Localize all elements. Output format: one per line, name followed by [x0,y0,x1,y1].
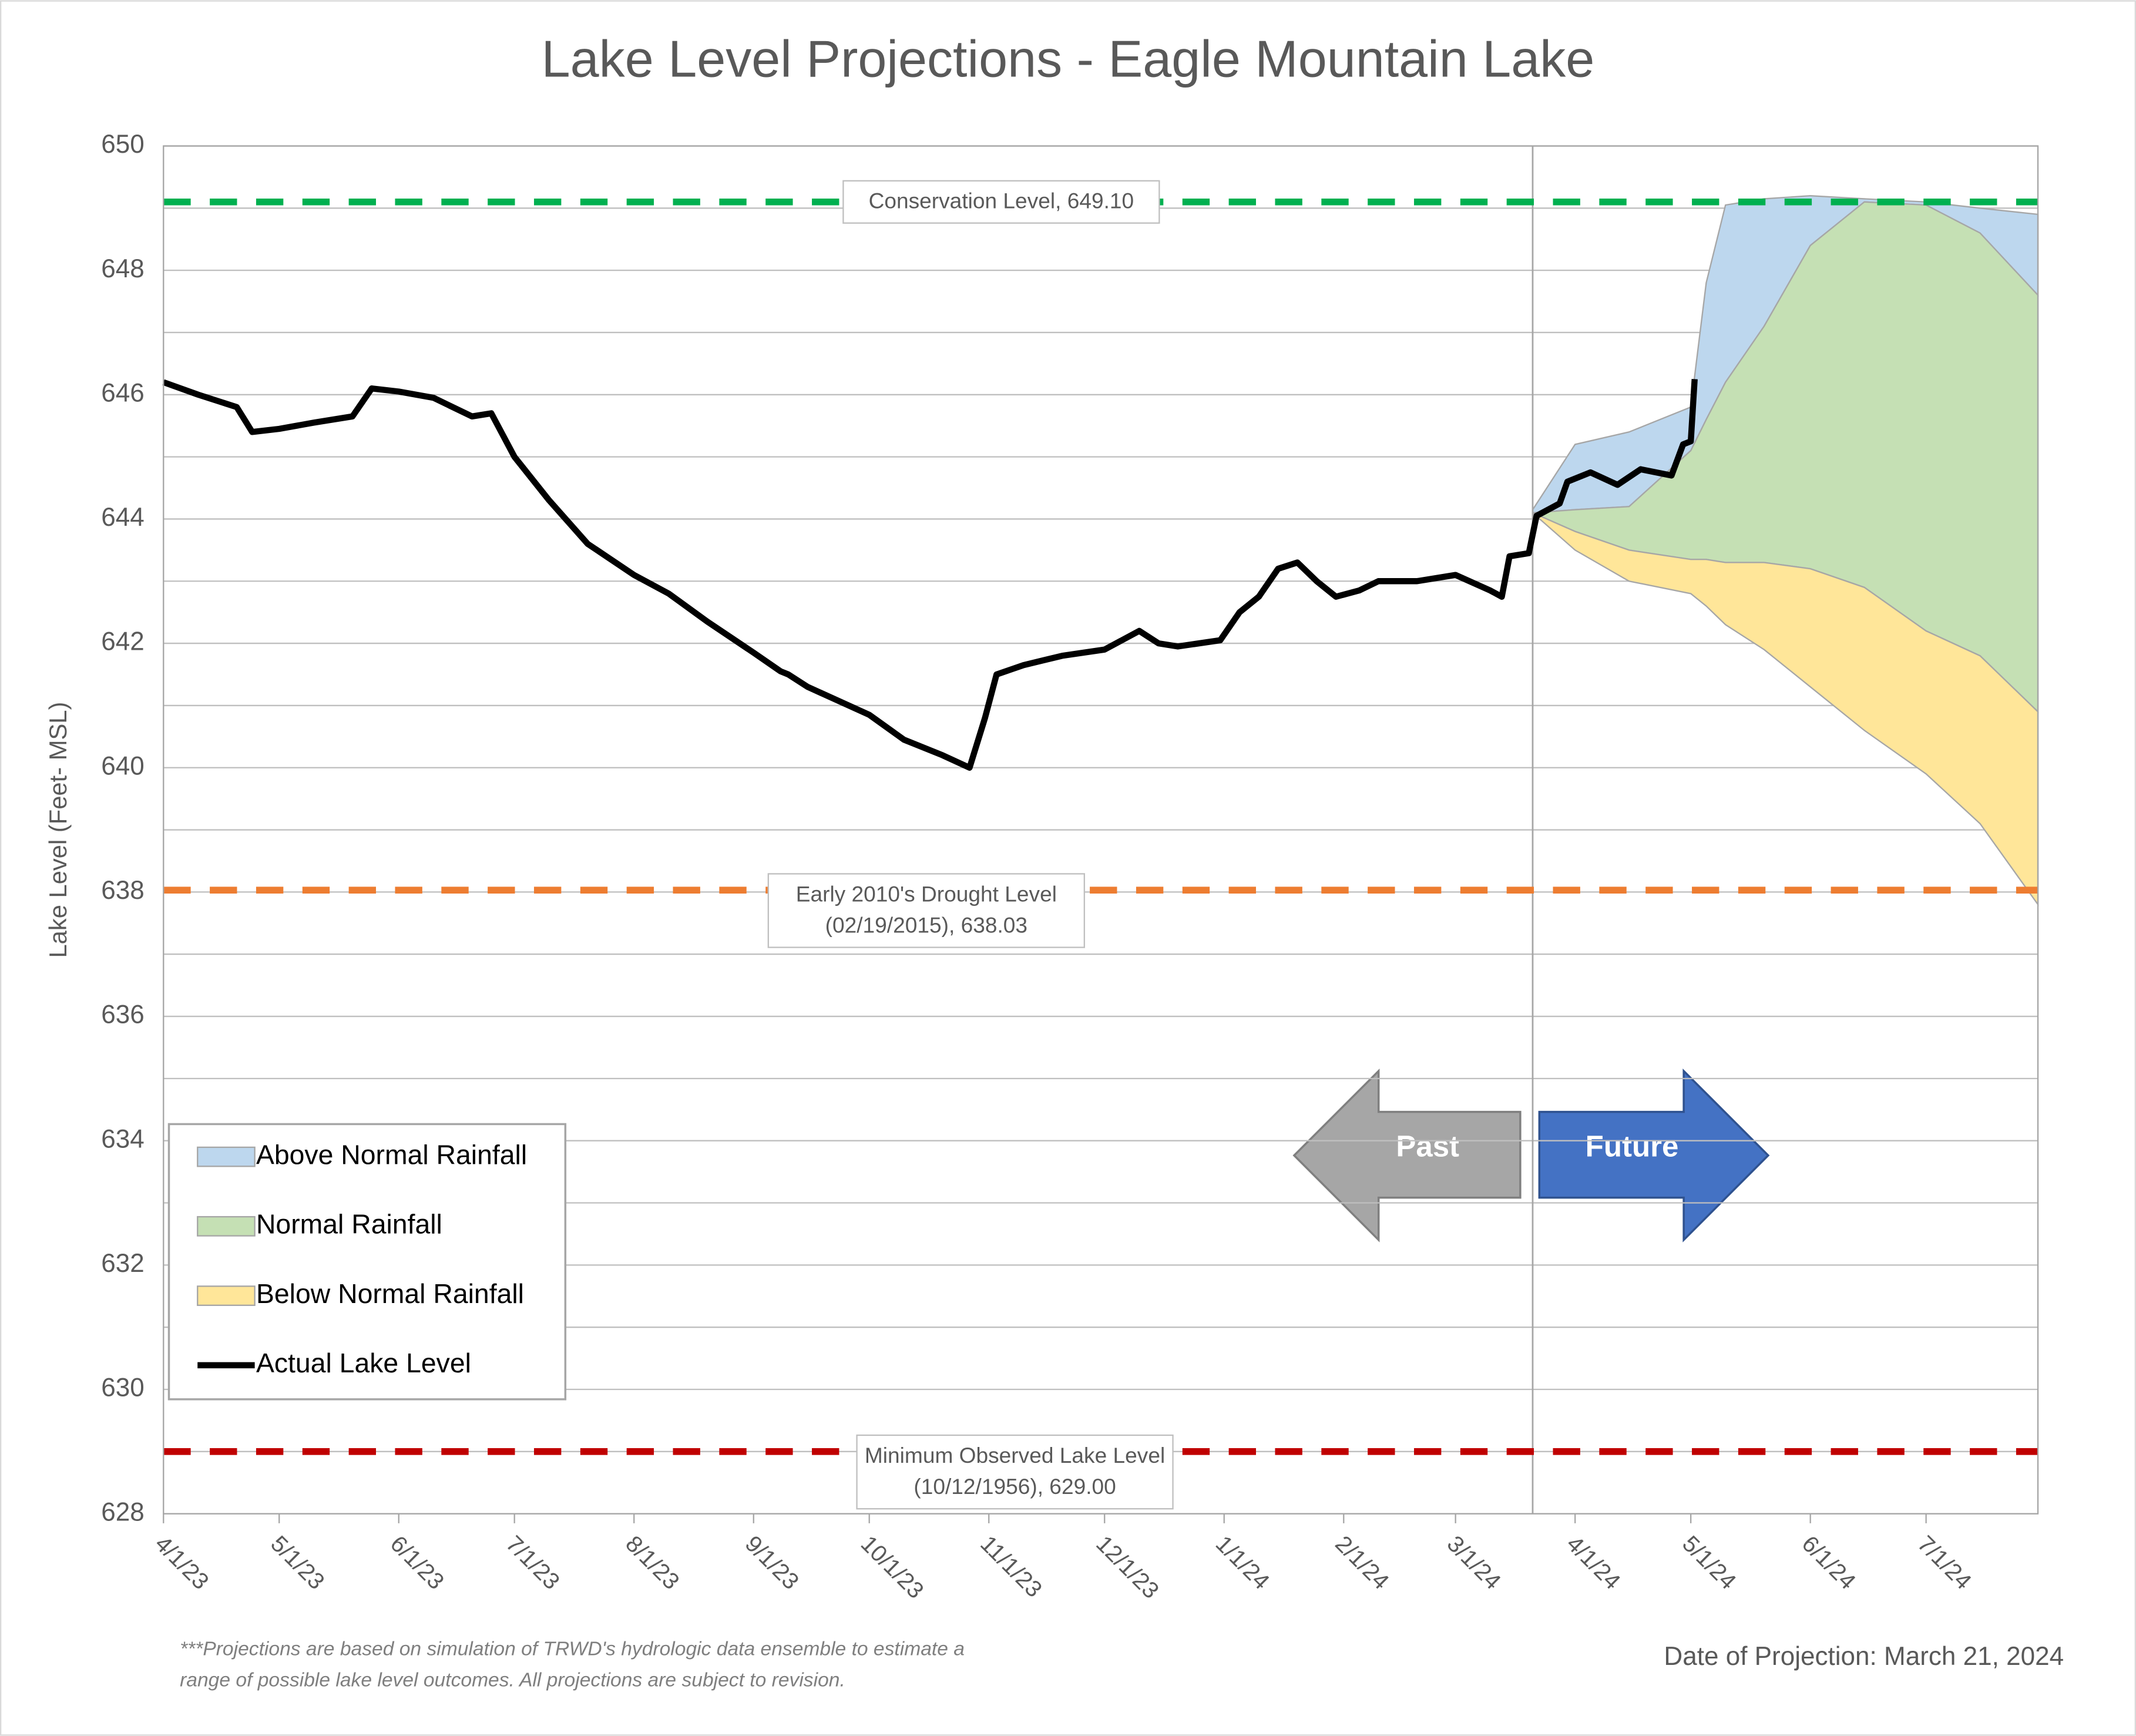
plot-frame [163,145,2039,1515]
future-label: Future [1586,1130,1679,1163]
chart-title: Lake Level Projections - Eagle Mountain … [542,29,1595,88]
legend-label: Normal Rainfall [256,1209,442,1240]
reference-label-box [842,180,1160,224]
y-tick-label: 634 [101,1124,145,1153]
actual-line [162,379,1698,771]
past-arrow [1292,1068,1522,1243]
y-tick-label: 648 [101,254,145,283]
legend-label: Actual Lake Level [256,1348,471,1378]
y-tick-label: 630 [101,1374,145,1402]
reference-label: Minimum Observed Lake Level [865,1443,1165,1468]
legend-box [167,1123,567,1401]
y-tick-label: 642 [101,627,145,656]
y-tick-label: 646 [101,378,145,407]
y-tick-label: 628 [101,1497,145,1526]
legend: Above Normal Rainfall Normal Rainfall Belo… [167,1123,567,1401]
footnote: ***Projections are based on simulation o… [180,1638,965,1660]
reference-label: (10/12/1956), 629.00 [913,1474,1116,1499]
y-tick-label: 640 [101,751,145,780]
y-tick-label: 644 [101,503,145,532]
legend-swatch [197,1146,256,1167]
y-tick-label: 638 [101,876,145,905]
projection-note: Date of Projection: March 21, 2024 [1664,1642,2064,1671]
y-tick-label: 632 [101,1249,145,1278]
reference-label-box [767,873,1085,948]
legend-label: Above Normal Rainfall [256,1139,527,1170]
legend-swatch [197,1285,256,1307]
future-arrow [1538,1068,1770,1243]
reference-label: (02/19/2015), 638.03 [825,913,1027,938]
y-tick-label: 636 [101,1000,145,1029]
reference-label: Early 2010's Drought Level [796,881,1057,906]
legend-label: Below Normal Rainfall [256,1278,524,1309]
footnote: range of possible lake level outcomes. A… [180,1670,845,1691]
reference-label: Conservation Level, 649.10 [869,189,1134,213]
y-axis-label: Lake Level (Feet- MSL) [44,702,72,958]
legend-swatch [197,1215,256,1237]
past-label: Past [1396,1130,1459,1163]
y-tick-label: 650 [101,130,145,159]
reference-label-box [856,1434,1174,1510]
